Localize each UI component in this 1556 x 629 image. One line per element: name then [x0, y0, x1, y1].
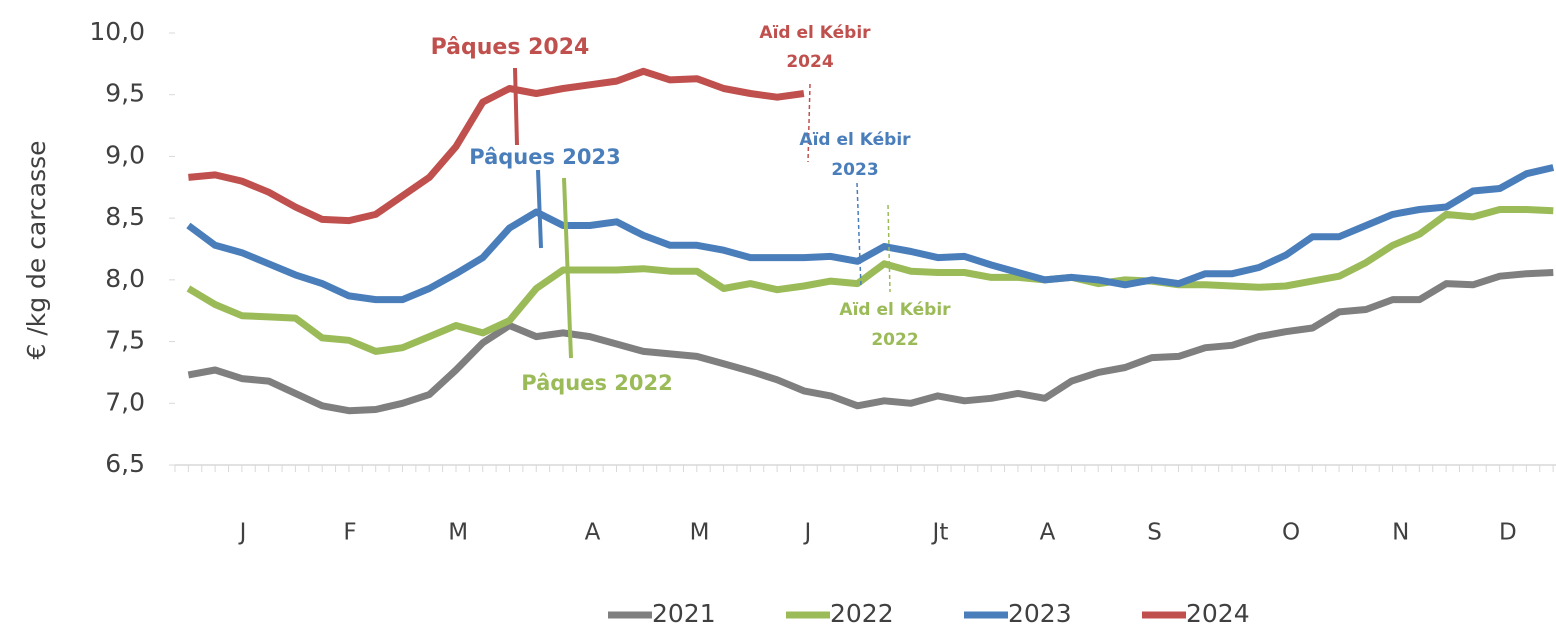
annotation-marker: [513, 67, 519, 146]
legend-label: 2023: [1008, 599, 1072, 628]
x-tick-label: O: [1282, 520, 1300, 546]
y-tick-label: 9,0: [105, 140, 145, 169]
annotation-marker: [536, 169, 543, 249]
annotation-marker: [887, 204, 891, 293]
annotation: 2023: [831, 160, 878, 180]
annotation: Pâques 2024: [431, 35, 590, 60]
y-tick-label: 9,5: [105, 79, 145, 108]
annotation: Aïd el Kébir: [799, 130, 911, 150]
series-line: [188, 67, 805, 225]
x-tick-label: M: [448, 520, 468, 546]
x-tick-label: D: [1499, 520, 1517, 546]
y-tick-label: 6,5: [105, 449, 145, 478]
series-line: [186, 206, 1554, 355]
x-tick-label: M: [690, 520, 710, 546]
y-tick-label: 8,0: [105, 264, 145, 293]
annotation-marker: [856, 182, 862, 288]
x-tick-label: N: [1392, 520, 1409, 546]
y-tick-label: 8,5: [105, 202, 145, 231]
x-tick-label: A: [585, 520, 601, 546]
annotation-marker: [562, 177, 573, 359]
annotation: Aïd el Kébir: [839, 300, 951, 320]
series-line: [187, 269, 1554, 415]
legend-label: 2024: [1186, 599, 1250, 628]
y-tick-label: 7,5: [105, 326, 145, 355]
annotation: 2022: [871, 330, 918, 350]
x-tick-label: A: [1040, 520, 1056, 546]
annotation: Aïd el Kébir: [759, 23, 871, 43]
x-tick-label: J: [803, 520, 812, 546]
annotation: Pâques 2022: [521, 371, 672, 395]
annotation: 2024: [786, 52, 833, 72]
x-tick-label: Jt: [931, 520, 949, 546]
series-line: [186, 164, 1555, 304]
y-tick-label: 7,0: [105, 387, 145, 416]
x-tick-label: F: [343, 520, 356, 546]
x-tick-label: S: [1147, 520, 1162, 546]
y-axis-label: € /kg de carcasse: [22, 140, 51, 359]
y-tick-label: 10,0: [89, 17, 145, 46]
legend-label: 2022: [830, 599, 894, 628]
x-tick-label: J: [238, 520, 247, 546]
legend-label: 2021: [652, 599, 716, 628]
annotation-marker: [807, 83, 811, 163]
annotation: Pâques 2023: [469, 145, 620, 169]
